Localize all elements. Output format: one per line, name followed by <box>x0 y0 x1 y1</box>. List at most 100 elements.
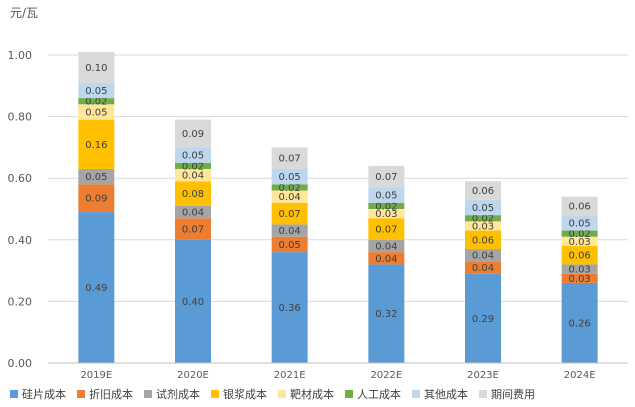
data-label: 0.02 <box>472 214 494 225</box>
bar-segment <box>175 147 211 163</box>
legend-swatch <box>144 390 152 398</box>
data-label: 0.05 <box>279 240 301 251</box>
data-label: 0.49 <box>85 283 107 294</box>
bar-segment <box>175 119 211 148</box>
legend-swatch <box>10 390 18 398</box>
bar-segment <box>271 224 308 237</box>
legend-label: 试剂成本 <box>156 388 200 401</box>
data-label: 0.02 <box>182 161 204 172</box>
data-label: 0.02 <box>279 183 301 194</box>
y-tick-label: 0.60 <box>8 172 33 185</box>
legend-swatch <box>345 390 353 398</box>
x-tick-label: 2019E <box>80 370 112 381</box>
data-label: 0.07 <box>182 225 204 236</box>
data-label: 0.05 <box>182 151 204 162</box>
data-label: 0.02 <box>375 201 397 212</box>
data-label: 0.03 <box>375 209 397 220</box>
data-label: 0.05 <box>85 107 107 118</box>
bar-segment <box>561 230 598 237</box>
legend-label: 银浆成本 <box>223 388 267 401</box>
legend-item-silver-paste: 银浆成本 <box>211 386 267 402</box>
data-label: 0.05 <box>279 172 301 183</box>
bar-segment <box>561 215 598 231</box>
data-label: 0.09 <box>182 129 204 140</box>
bar-segment <box>368 239 405 253</box>
y-tick-label: 0.80 <box>8 111 33 124</box>
data-label: 0.06 <box>569 251 591 262</box>
data-label: 0.03 <box>569 274 591 285</box>
bar-segment <box>175 168 211 182</box>
bar-segment <box>78 119 115 169</box>
legend-swatch <box>278 390 286 398</box>
data-label: 0.07 <box>279 209 301 220</box>
bar-segment <box>465 273 501 363</box>
x-tick-label: 2022E <box>370 370 402 381</box>
data-label: 0.08 <box>182 189 204 200</box>
bar-segment <box>561 236 598 246</box>
data-label: 0.07 <box>279 154 301 165</box>
bar-segment <box>271 184 308 191</box>
bar-segment <box>368 202 405 209</box>
data-label: 0.05 <box>375 191 397 202</box>
data-label: 0.16 <box>85 140 107 151</box>
data-label: 0.07 <box>375 225 397 236</box>
legend-item-other: 其他成本 <box>412 386 468 402</box>
legend-swatch <box>412 390 420 398</box>
data-label: 0.29 <box>472 314 494 325</box>
data-label: 0.04 <box>375 254 397 265</box>
bar-segment <box>271 202 308 225</box>
bar-segment <box>368 264 405 363</box>
bar-segment <box>271 190 308 203</box>
data-label: 0.04 <box>279 192 301 203</box>
data-label: 0.05 <box>569 218 591 229</box>
legend-item-labor: 人工成本 <box>345 386 401 402</box>
y-tick-label: 0.20 <box>8 295 33 308</box>
stacked-bar-chart: 0.00 0.20 0.40 0.60 0.80 1.00 0.49 0.09 0.05 0.16… <box>8 49 628 381</box>
bar-segment <box>561 273 598 283</box>
bar-segment <box>78 168 115 185</box>
data-label: 0.10 <box>85 63 107 74</box>
bar-segment <box>368 165 405 188</box>
bar-segment <box>368 187 405 203</box>
bar-segment <box>465 249 501 262</box>
bar-segment <box>465 261 501 274</box>
legend-label: 靶材成本 <box>290 388 334 401</box>
bar-segment <box>465 221 501 231</box>
data-label: 0.04 <box>472 251 494 262</box>
data-label: 0.02 <box>569 229 591 240</box>
data-label: 0.06 <box>472 235 494 246</box>
bar-segment <box>271 252 308 363</box>
data-label: 0.04 <box>182 171 204 182</box>
data-label: 0.04 <box>279 226 301 237</box>
data-label: 0.05 <box>85 172 107 183</box>
data-label: 0.03 <box>472 221 494 232</box>
data-label: 0.06 <box>472 186 494 197</box>
legend-swatch <box>211 390 219 398</box>
bar-segment <box>368 209 405 219</box>
legend-item-target-material: 靶材成本 <box>278 386 334 402</box>
data-label: 0.04 <box>472 263 494 274</box>
data-label: 0.05 <box>472 203 494 214</box>
legend-label: 折旧成本 <box>89 388 133 401</box>
data-label: 0.32 <box>375 309 397 320</box>
legend-swatch <box>77 390 85 398</box>
bar-segment <box>561 245 598 265</box>
y-tick-label: 0.40 <box>8 234 33 247</box>
bar-segment <box>175 218 211 240</box>
bar-segment <box>465 199 501 216</box>
bar-segment <box>175 162 211 169</box>
data-label: 0.07 <box>375 172 397 183</box>
bar-segment <box>78 82 115 99</box>
bar-segment <box>175 181 211 206</box>
y-tick-label: 1.00 <box>8 49 33 62</box>
bar-segment <box>78 184 115 213</box>
bar-segment <box>465 230 501 250</box>
bar-segment <box>271 147 308 169</box>
chart-legend: 硅片成本 折旧成本 试剂成本 银浆成本 靶材成本 人工成本 其他成本 期间费用 <box>10 386 535 402</box>
y-axis-unit-label: 元/瓦 <box>10 6 39 20</box>
bar-segment <box>465 215 501 222</box>
x-tick-label: 2021E <box>274 370 306 381</box>
data-label: 0.03 <box>569 265 591 276</box>
bar-segment <box>271 168 308 185</box>
bar-segment <box>271 236 308 253</box>
